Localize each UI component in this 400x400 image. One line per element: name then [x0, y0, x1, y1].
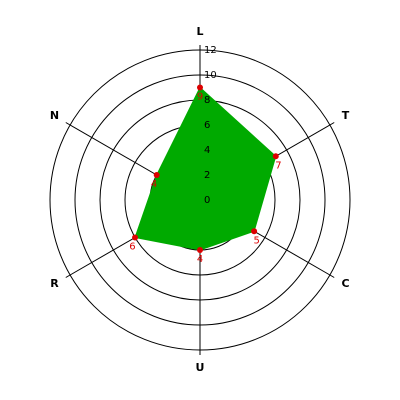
value-label: 4	[151, 179, 157, 190]
axis-label: T	[342, 109, 350, 122]
value-label: 7	[275, 160, 281, 171]
value-label: 5	[254, 235, 260, 246]
tick-label: 4	[204, 145, 210, 156]
data-point	[153, 172, 160, 178]
axis-label: U	[196, 361, 205, 374]
tick-label: 2	[204, 170, 210, 181]
data-point	[132, 234, 139, 241]
data-point	[197, 84, 203, 91]
tick-label: 12	[204, 45, 217, 56]
value-label: 6	[129, 242, 135, 253]
axis-label: L	[196, 25, 203, 38]
data-point	[251, 228, 258, 235]
value-label: 4	[197, 254, 203, 265]
tick-label: 10	[204, 70, 217, 81]
axis-label: C	[341, 277, 349, 290]
value-label: 9	[197, 92, 203, 103]
data-point	[197, 247, 203, 253]
tick-label: 8	[204, 95, 210, 106]
data-point	[272, 153, 279, 160]
data-area	[134, 86, 277, 251]
axis-label: N	[50, 109, 59, 122]
axis-label: R	[50, 277, 59, 290]
tick-label: 0	[204, 195, 210, 206]
tick-label: 6	[204, 120, 210, 131]
